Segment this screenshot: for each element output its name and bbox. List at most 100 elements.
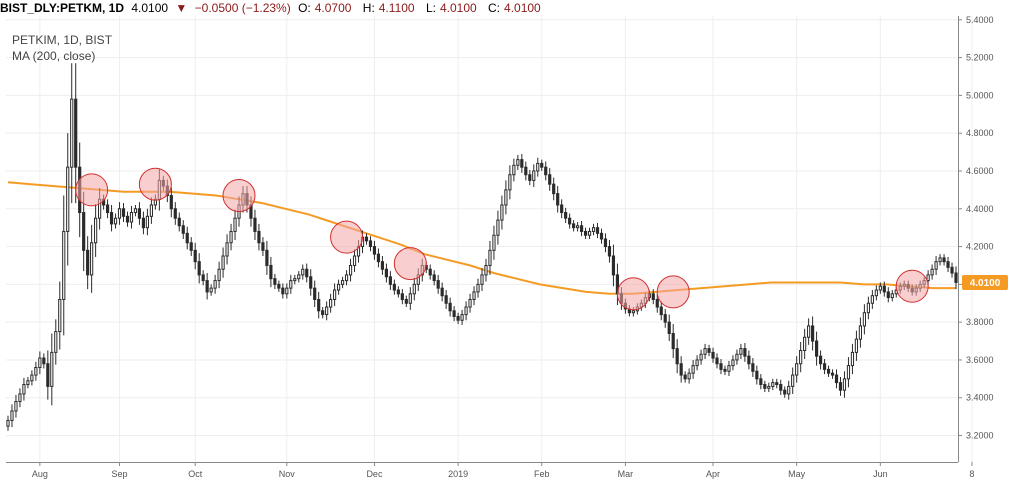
- candle-body: [38, 357, 42, 369]
- candle-body: [70, 98, 74, 168]
- candle-body: [739, 348, 743, 355]
- price-axis[interactable]: 3.20003.40003.60003.80004.00004.20004.40…: [958, 15, 994, 462]
- candle-body: [607, 246, 612, 257]
- candle-body: [603, 238, 608, 248]
- last-price: 4.0100: [131, 1, 169, 15]
- candle-body: [94, 217, 98, 244]
- candle-body: [536, 162, 540, 172]
- candle-body: [715, 357, 719, 365]
- candle-body: [540, 162, 544, 168]
- candle-body: [747, 355, 751, 365]
- candle-body: [141, 217, 146, 229]
- candle-body: [691, 365, 695, 374]
- price-tick-label: 3.2000: [966, 431, 994, 441]
- high-label: H:: [362, 1, 375, 15]
- candle-body: [488, 249, 492, 266]
- time-tick-label: Dec: [366, 469, 383, 479]
- highlight-circle: [656, 275, 690, 309]
- candle-body: [834, 374, 839, 384]
- candle-body: [655, 298, 659, 308]
- candle-body: [679, 363, 683, 376]
- candle-body: [261, 242, 265, 251]
- time-tick-label: Jun: [873, 469, 888, 479]
- time-tick-label: Apr: [706, 469, 720, 479]
- open-value: 4.0700: [314, 1, 352, 15]
- candle-body: [34, 367, 38, 376]
- candle-body: [850, 351, 855, 367]
- candle-body: [113, 217, 118, 225]
- price-change: −0.0500 (−1.23%): [194, 1, 291, 15]
- candle-body: [795, 363, 799, 376]
- candle-body: [544, 166, 548, 176]
- candle-body: [368, 240, 373, 248]
- candle-body: [472, 291, 476, 300]
- candle-body: [938, 257, 942, 263]
- candle-body: [137, 208, 142, 219]
- candle-body: [6, 419, 10, 427]
- highlight-circle: [138, 167, 172, 201]
- candle-body: [564, 212, 568, 219]
- candle-body: [396, 289, 400, 295]
- candle-body: [233, 217, 237, 232]
- low-field: L: 4.0100: [426, 1, 481, 15]
- candle-body: [480, 274, 484, 285]
- candle-body: [197, 261, 201, 276]
- candle-body: [209, 287, 213, 293]
- candle-body: [129, 212, 134, 223]
- price-tick-label: 5.2000: [966, 53, 994, 63]
- open-label: O:: [298, 1, 311, 15]
- candle-body: [476, 283, 480, 293]
- candle-body: [954, 272, 958, 283]
- candle-body: [225, 242, 229, 257]
- price-tick-label: 3.4000: [966, 393, 994, 403]
- time-axis[interactable]: Aug Sep Oct Nov Dec 2019 Feb Mar Apr May Jun 8: [6, 462, 974, 479]
- candle-body: [504, 189, 508, 206]
- low-label: L:: [425, 1, 436, 15]
- last-price-tag-bg: [962, 274, 1008, 290]
- candle-body: [18, 393, 22, 403]
- candle-body: [30, 374, 34, 382]
- candle-body: [149, 204, 153, 217]
- candle-body: [384, 268, 388, 278]
- candle-body: [329, 298, 333, 308]
- candle-body: [731, 359, 735, 367]
- candle-body: [217, 268, 221, 282]
- candle-body: [591, 227, 596, 232]
- candle-body: [54, 331, 58, 353]
- candle-body: [771, 382, 775, 387]
- candle-body: [807, 325, 811, 338]
- candle-body: [926, 274, 930, 282]
- candle-body: [886, 291, 890, 299]
- down-arrow-icon: ▼: [175, 1, 188, 15]
- candle-body: [803, 336, 807, 351]
- candle-body: [854, 338, 859, 353]
- candle-body: [946, 261, 950, 268]
- time-tick-label: Aug: [32, 469, 48, 479]
- symbol-label[interactable]: BIST_DLY:PETKM, 1D: [0, 1, 125, 15]
- close-value: 4.0100: [504, 1, 541, 15]
- candle-body: [568, 217, 572, 225]
- candle-body: [193, 249, 197, 263]
- candle-body: [456, 315, 460, 321]
- price-tick-label: 4.6000: [966, 166, 994, 176]
- candle-body: [743, 348, 747, 357]
- candle-body: [814, 340, 819, 357]
- candle-body: [452, 310, 456, 317]
- candle-body: [667, 321, 671, 334]
- candle-body: [62, 230, 66, 300]
- candle-body: [862, 312, 866, 327]
- candle-body: [213, 280, 217, 289]
- candle-body: [412, 283, 416, 295]
- candle-body: [838, 382, 843, 391]
- time-tick-label: May: [788, 469, 806, 479]
- candle-body: [695, 359, 699, 367]
- time-tick-label: Oct: [188, 469, 203, 479]
- candle-body: [508, 174, 512, 191]
- candle-body: [858, 325, 863, 340]
- candle-body: [811, 325, 815, 342]
- candle-body: [82, 212, 86, 251]
- candle-body: [325, 306, 329, 316]
- candle-body: [583, 230, 588, 236]
- candle-body: [181, 225, 185, 234]
